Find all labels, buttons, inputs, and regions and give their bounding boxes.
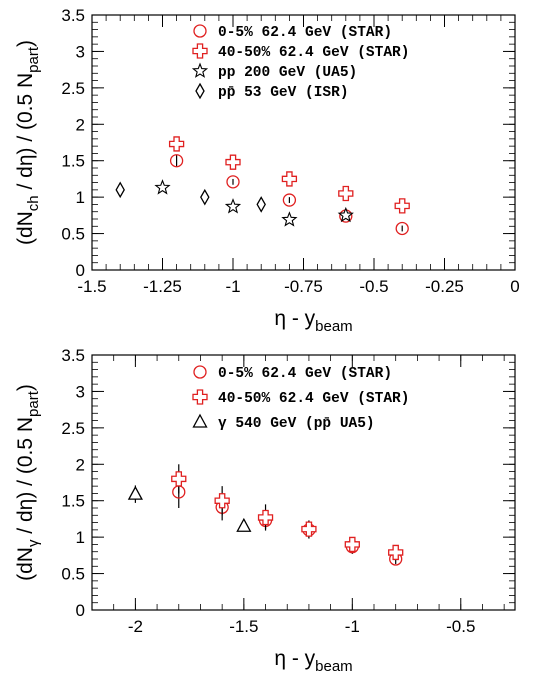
y-tick-label: 2	[76, 115, 85, 134]
y-tick-label: 1.5	[61, 492, 85, 511]
x-tick-label: -1	[225, 277, 240, 296]
x-tick-label: -0.75	[284, 277, 323, 296]
data-point-cross	[257, 509, 274, 526]
series-circle	[169, 154, 409, 236]
y-tick-label: 0	[76, 601, 85, 620]
chart-panel-1: 0 0.5 1 1.5 2 2.5 3 3.5 -1.5 -1.25 -1 -0.75 -0.5 -0.2…	[14, 6, 520, 335]
legend: 0-5% 62.4 GeV (STAR) 40-50% 62.4 GeV (STA…	[192, 365, 409, 432]
x-tick-label: -0.25	[425, 277, 464, 296]
y-tick-label: 2.5	[61, 79, 85, 98]
legend-entry: 0-5% 62.4 GeV (STAR)	[218, 25, 392, 41]
data-point-circle	[169, 154, 184, 168]
series-diamond	[115, 181, 266, 213]
x-tick-label: -2	[128, 617, 143, 636]
data-point-diamond	[200, 188, 210, 206]
legend: 0-5% 62.4 GeV (STAR) 40-50% 62.4 GeV (STA…	[191, 24, 409, 101]
x-tick-label: 0	[510, 277, 519, 296]
legend-marker-star	[191, 62, 209, 78]
data-point-star	[281, 211, 298, 227]
x-tick-label: -1	[345, 617, 360, 636]
y-tick-label: 0.5	[61, 225, 85, 244]
legend-entry: pp 200 GeV (UA5)	[218, 65, 357, 81]
data-point-star	[154, 179, 171, 195]
x-tick-label: -1.5	[77, 277, 106, 296]
plot-frame	[91, 354, 516, 611]
series-triangle	[127, 485, 252, 532]
data-point-cross	[168, 136, 185, 152]
legend-marker-circle	[193, 24, 207, 38]
data-point-cross	[338, 185, 354, 202]
data-point-cross	[388, 544, 404, 561]
data-point-triangle	[236, 517, 252, 532]
chart-panel-2: 0 0.5 1 1.5 2 2.5 3 3.5 -2 -1.5 -1 -0.5 η - ybeam (dN…	[14, 346, 516, 674]
y-tick-label: 3.5	[61, 346, 85, 365]
y-tick-label: 2	[76, 455, 85, 474]
data-point-star	[224, 198, 242, 214]
x-axis-label: η - ybeam	[274, 307, 352, 335]
data-point-cross	[281, 171, 298, 187]
data-point-cross	[394, 198, 410, 214]
y-tick-label: 0	[76, 261, 85, 280]
legend-entry: 40-50% 62.4 GeV (STAR)	[218, 391, 409, 407]
x-tick-label: -0.5	[446, 617, 475, 636]
data-point-star	[337, 206, 354, 223]
data-point-cross	[214, 493, 230, 509]
series-star	[154, 179, 354, 227]
series-cross	[171, 464, 404, 561]
legend-marker-triangle	[192, 413, 208, 428]
x-tick-label: -1.25	[143, 277, 182, 296]
data-point-cross	[344, 536, 360, 553]
data-point-cross	[301, 521, 317, 537]
y-tick-label: 1	[76, 188, 85, 207]
y-tick-label: 1.5	[61, 152, 85, 171]
y-tick-label: 3.5	[61, 6, 85, 25]
data-point-circle	[226, 175, 240, 189]
y-tick-label: 3	[76, 382, 85, 401]
legend-entry: γ 540 GeV (pp̄ UA5)	[218, 416, 375, 432]
legend-entry: 40-50% 62.4 GeV (STAR)	[218, 45, 409, 61]
series-cross	[168, 136, 410, 214]
data-point-diamond	[256, 196, 266, 213]
data-point-cross	[171, 471, 187, 487]
legend-marker-cross	[192, 389, 208, 405]
data-point-triangle	[127, 485, 143, 500]
legend-entry: 0-5% 62.4 GeV (STAR)	[218, 366, 392, 382]
legend-marker-circle	[193, 365, 207, 379]
legend-marker-diamond	[195, 82, 205, 100]
y-tick-label: 0.5	[61, 565, 85, 584]
y-tick-label: 1	[76, 528, 85, 547]
series-circle	[172, 475, 403, 566]
data-point-circle	[395, 221, 409, 236]
legend-marker-cross	[192, 43, 208, 59]
data-point-diamond	[115, 181, 125, 199]
y-axis-label: (dNγ / dη) / (0.5 Npart)	[14, 384, 42, 581]
data-point-circle	[282, 193, 297, 207]
y-tick-label: 3	[76, 42, 85, 61]
x-tick-label: -1.5	[229, 617, 258, 636]
x-axis-label: η - ybeam	[274, 647, 352, 674]
y-axis-label: (dNch / dη) / (0.5 Npart)	[14, 40, 42, 245]
y-tick-label: 2.5	[61, 419, 85, 438]
legend-entry: pp̄ 53 GeV (ISR)	[218, 85, 349, 101]
x-tick-label: -0.5	[359, 277, 388, 296]
data-point-cross	[225, 154, 241, 170]
